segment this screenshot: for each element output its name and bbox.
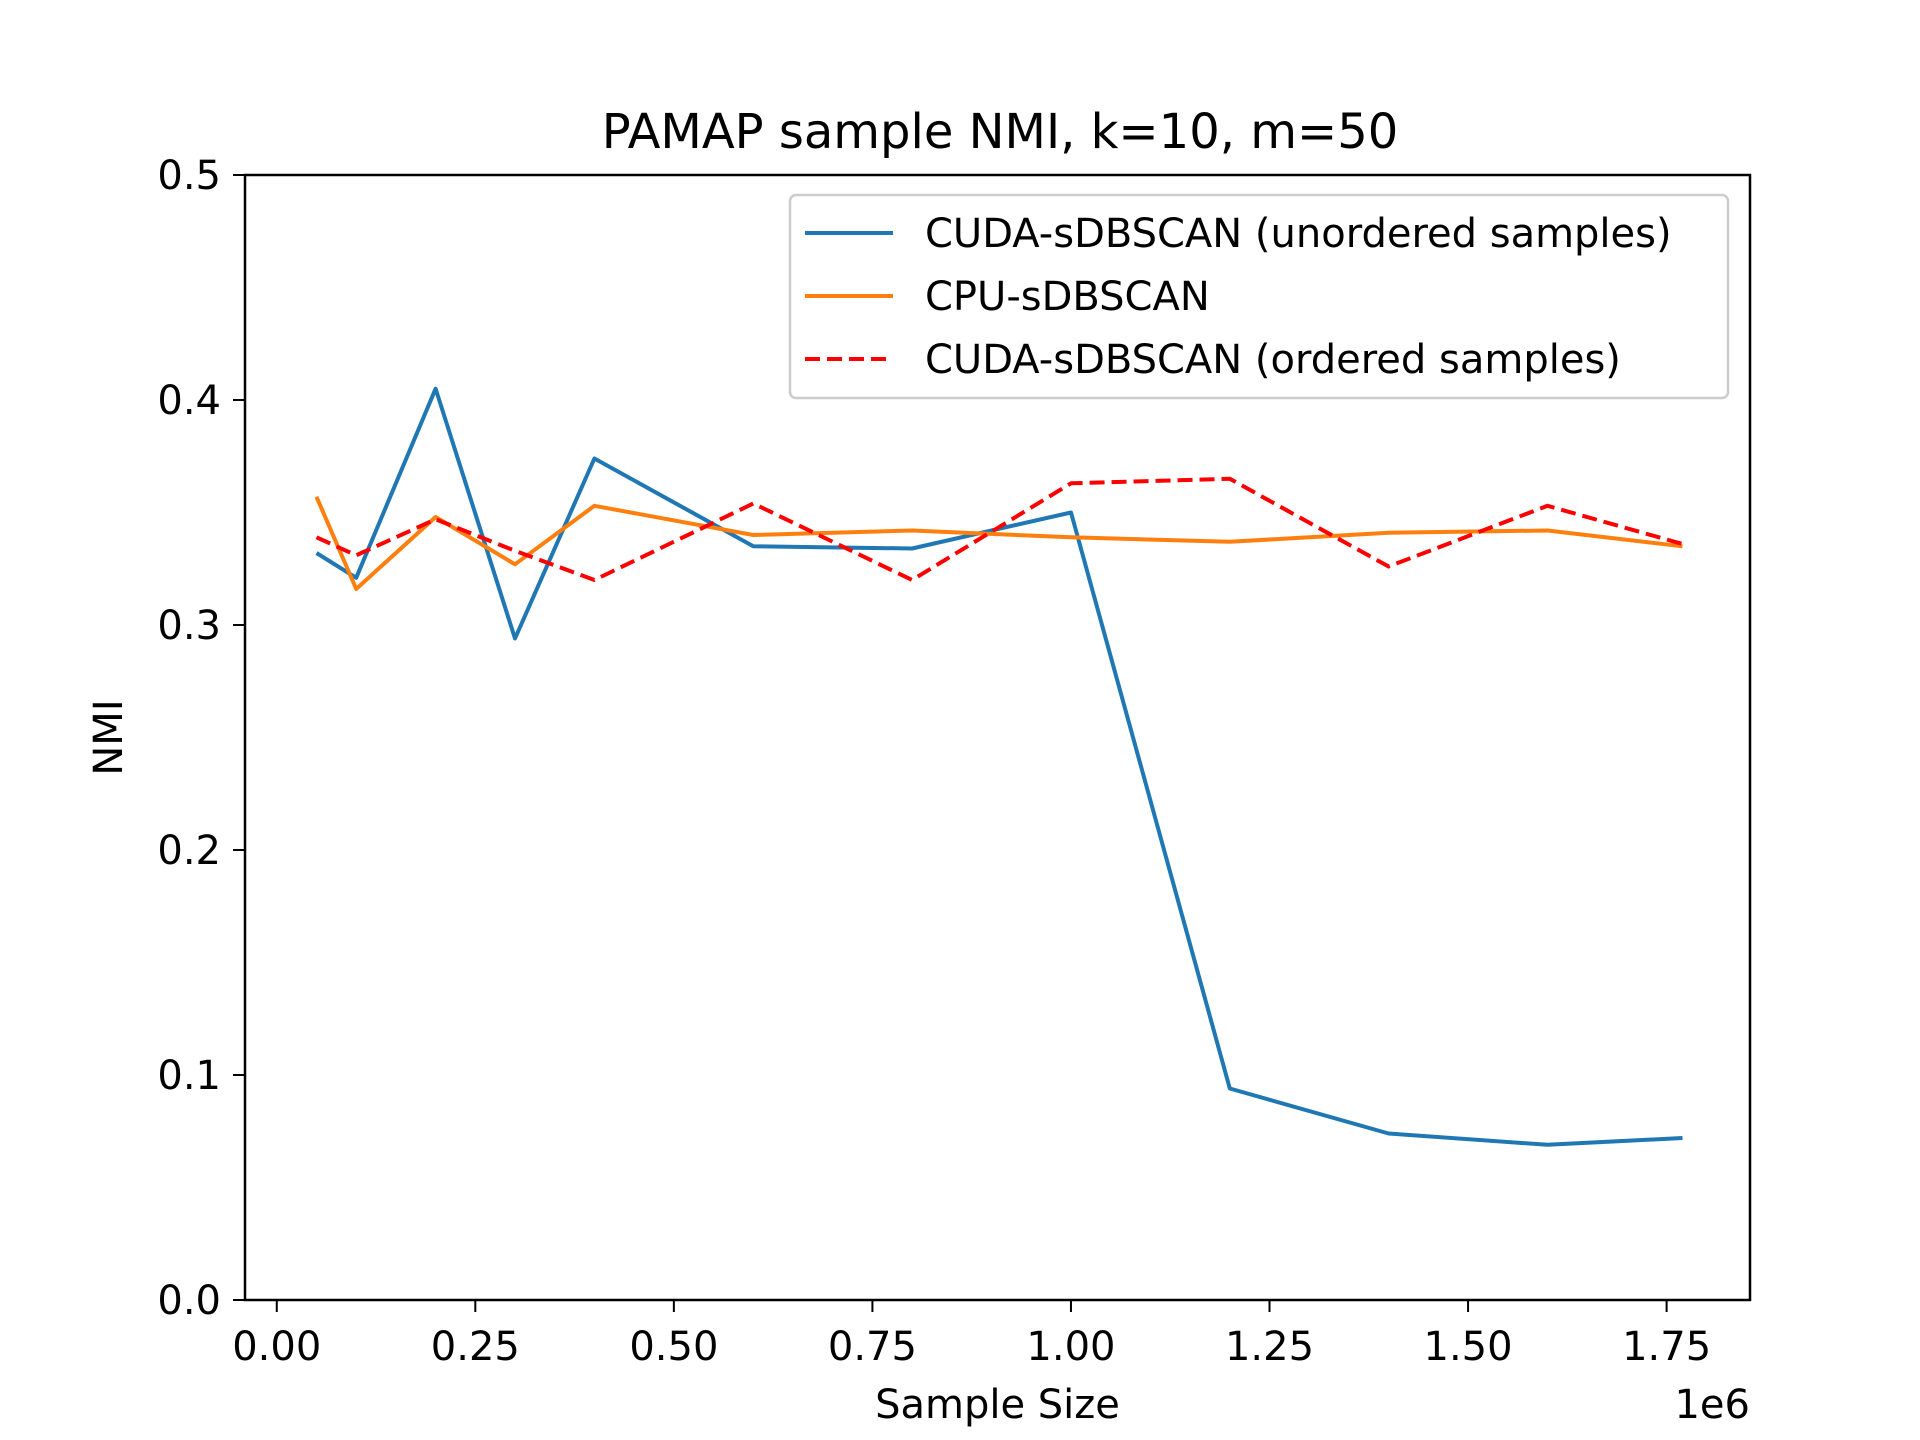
x-tick-label: 1.50 bbox=[1424, 1324, 1513, 1370]
chart-title: PAMAP sample NMI, k=10, m=50 bbox=[602, 104, 1399, 160]
x-tick-label: 0.00 bbox=[232, 1324, 321, 1370]
x-tick-label: 0.50 bbox=[629, 1324, 718, 1370]
legend-label: CPU-sDBSCAN bbox=[925, 274, 1210, 320]
series-line-cuda-sdbscan-unordered-samples bbox=[315, 386, 1683, 1147]
x-axis-label: Sample Size bbox=[875, 1382, 1120, 1428]
x-tick-label: 0.25 bbox=[431, 1324, 520, 1370]
series-line-cpu-sdbscan bbox=[314, 496, 1683, 591]
x-tick-label: 1.00 bbox=[1026, 1324, 1115, 1370]
x-tick-label: 1.75 bbox=[1622, 1324, 1711, 1370]
y-tick-label: 0.2 bbox=[157, 828, 221, 874]
legend: CUDA-sDBSCAN (unordered samples) CPU-sDBS… bbox=[788, 193, 1730, 400]
y-tick-label: 0.1 bbox=[157, 1053, 221, 1099]
legend-label: CUDA-sDBSCAN (ordered samples) bbox=[925, 337, 1621, 383]
x-tick-label: 1.25 bbox=[1225, 1324, 1314, 1370]
legend-label: CUDA-sDBSCAN (unordered samples) bbox=[925, 211, 1672, 257]
y-tick-label: 0.4 bbox=[157, 378, 221, 424]
series-line-cuda-sdbscan-ordered-samples bbox=[315, 476, 1684, 582]
y-tick-label: 0.5 bbox=[157, 153, 221, 199]
plot-frame bbox=[243, 173, 1752, 1302]
y-axis-label: NMI bbox=[86, 699, 132, 775]
x-axis-offset-label: 1e6 bbox=[1674, 1382, 1750, 1428]
legend-items: CUDA-sDBSCAN (unordered samples) CPU-sDBS… bbox=[805, 211, 1672, 383]
x-tick-label: 0.75 bbox=[828, 1324, 917, 1370]
y-tick-label: 0.0 bbox=[157, 1278, 221, 1324]
y-axis: 0.0 0.1 0.2 0.3 0.4 0.5 bbox=[157, 153, 245, 1324]
y-tick-label: 0.3 bbox=[157, 603, 221, 649]
series-layer bbox=[314, 386, 1684, 1147]
x-axis: 0.00 0.25 0.50 0.75 1.00 1.25 1.50 1.75 bbox=[232, 1300, 1711, 1370]
legend-box bbox=[788, 193, 1730, 400]
